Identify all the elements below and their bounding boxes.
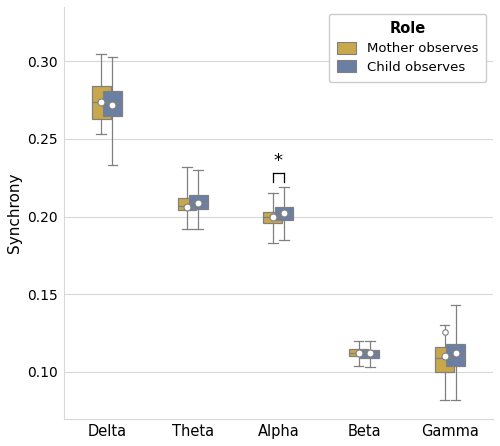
PathPatch shape <box>350 349 368 356</box>
PathPatch shape <box>264 212 282 223</box>
PathPatch shape <box>435 347 454 372</box>
PathPatch shape <box>92 86 110 119</box>
Legend: Mother observes, Child observes: Mother observes, Child observes <box>329 13 486 82</box>
Text: *: * <box>274 152 283 170</box>
PathPatch shape <box>188 195 208 209</box>
PathPatch shape <box>446 344 465 366</box>
PathPatch shape <box>360 350 380 358</box>
Y-axis label: Synchrony: Synchrony <box>7 173 22 253</box>
PathPatch shape <box>274 207 293 220</box>
PathPatch shape <box>178 198 197 211</box>
PathPatch shape <box>103 91 122 116</box>
